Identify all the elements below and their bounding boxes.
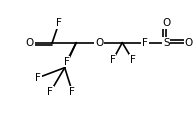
Text: F: F [64,57,70,67]
Text: F: F [47,87,53,97]
Text: O: O [162,18,170,28]
Text: S: S [163,38,170,48]
Text: O: O [184,38,193,48]
Text: F: F [35,73,41,83]
Text: F: F [110,55,116,65]
Text: F: F [130,55,136,65]
Text: O: O [95,38,103,48]
Text: F: F [142,38,148,48]
Text: F: F [69,87,75,97]
Text: F: F [56,18,62,28]
Text: O: O [26,38,34,48]
